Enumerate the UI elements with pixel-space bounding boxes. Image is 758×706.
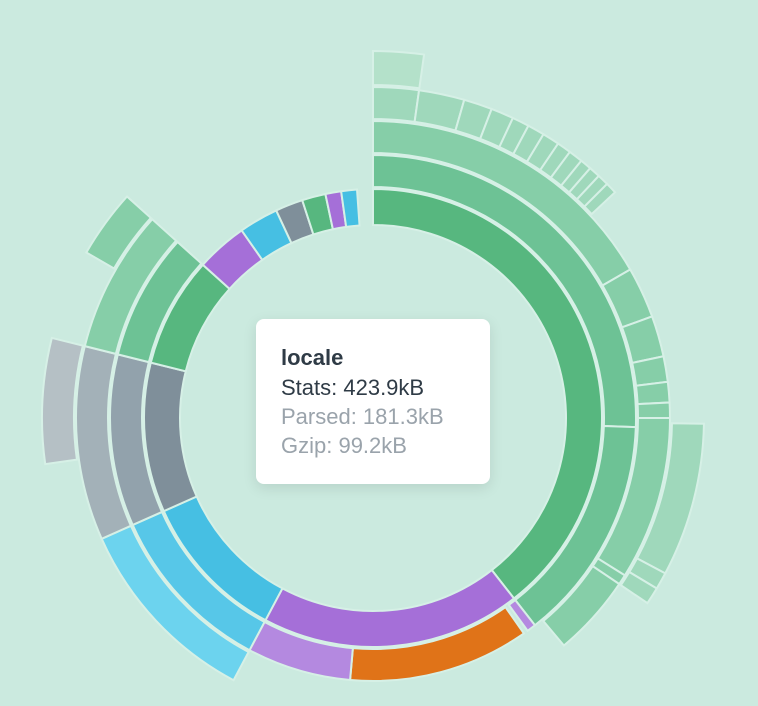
tooltip: locale Stats: 423.9kB Parsed: 181.3kB Gz… bbox=[256, 319, 490, 484]
sunburst-segment-ring2-13[interactable] bbox=[507, 598, 537, 633]
sunburst-segment-ring5-49[interactable] bbox=[372, 49, 426, 90]
tooltip-parsed: Parsed: 181.3kB bbox=[281, 404, 444, 429]
sunburst-segment-ring4-31[interactable] bbox=[372, 85, 421, 124]
sunburst-segment-ring3-30[interactable] bbox=[83, 217, 178, 356]
sunburst-segment-ring1-10[interactable] bbox=[339, 188, 361, 229]
tooltip-stats: Stats: 423.9kB bbox=[281, 375, 425, 400]
sunburst-segment-ring4-46[interactable] bbox=[619, 570, 659, 605]
sunburst-segment-ring4-43[interactable] bbox=[583, 182, 617, 216]
tooltip-title: locale bbox=[281, 345, 344, 370]
sunburst-segment-ring4-48[interactable] bbox=[84, 195, 153, 270]
sunburst-segment-ring4-47[interactable] bbox=[41, 336, 85, 466]
sunburst-segment-ring3-23[interactable] bbox=[634, 380, 671, 406]
sunburst-segment-ring2-18[interactable] bbox=[116, 240, 203, 364]
sunburst-segment-ring3-24[interactable] bbox=[636, 401, 672, 419]
tooltip-gzip: Gzip: 99.2kB bbox=[281, 433, 407, 458]
sunburst-segment-ring3-27[interactable] bbox=[541, 564, 621, 647]
